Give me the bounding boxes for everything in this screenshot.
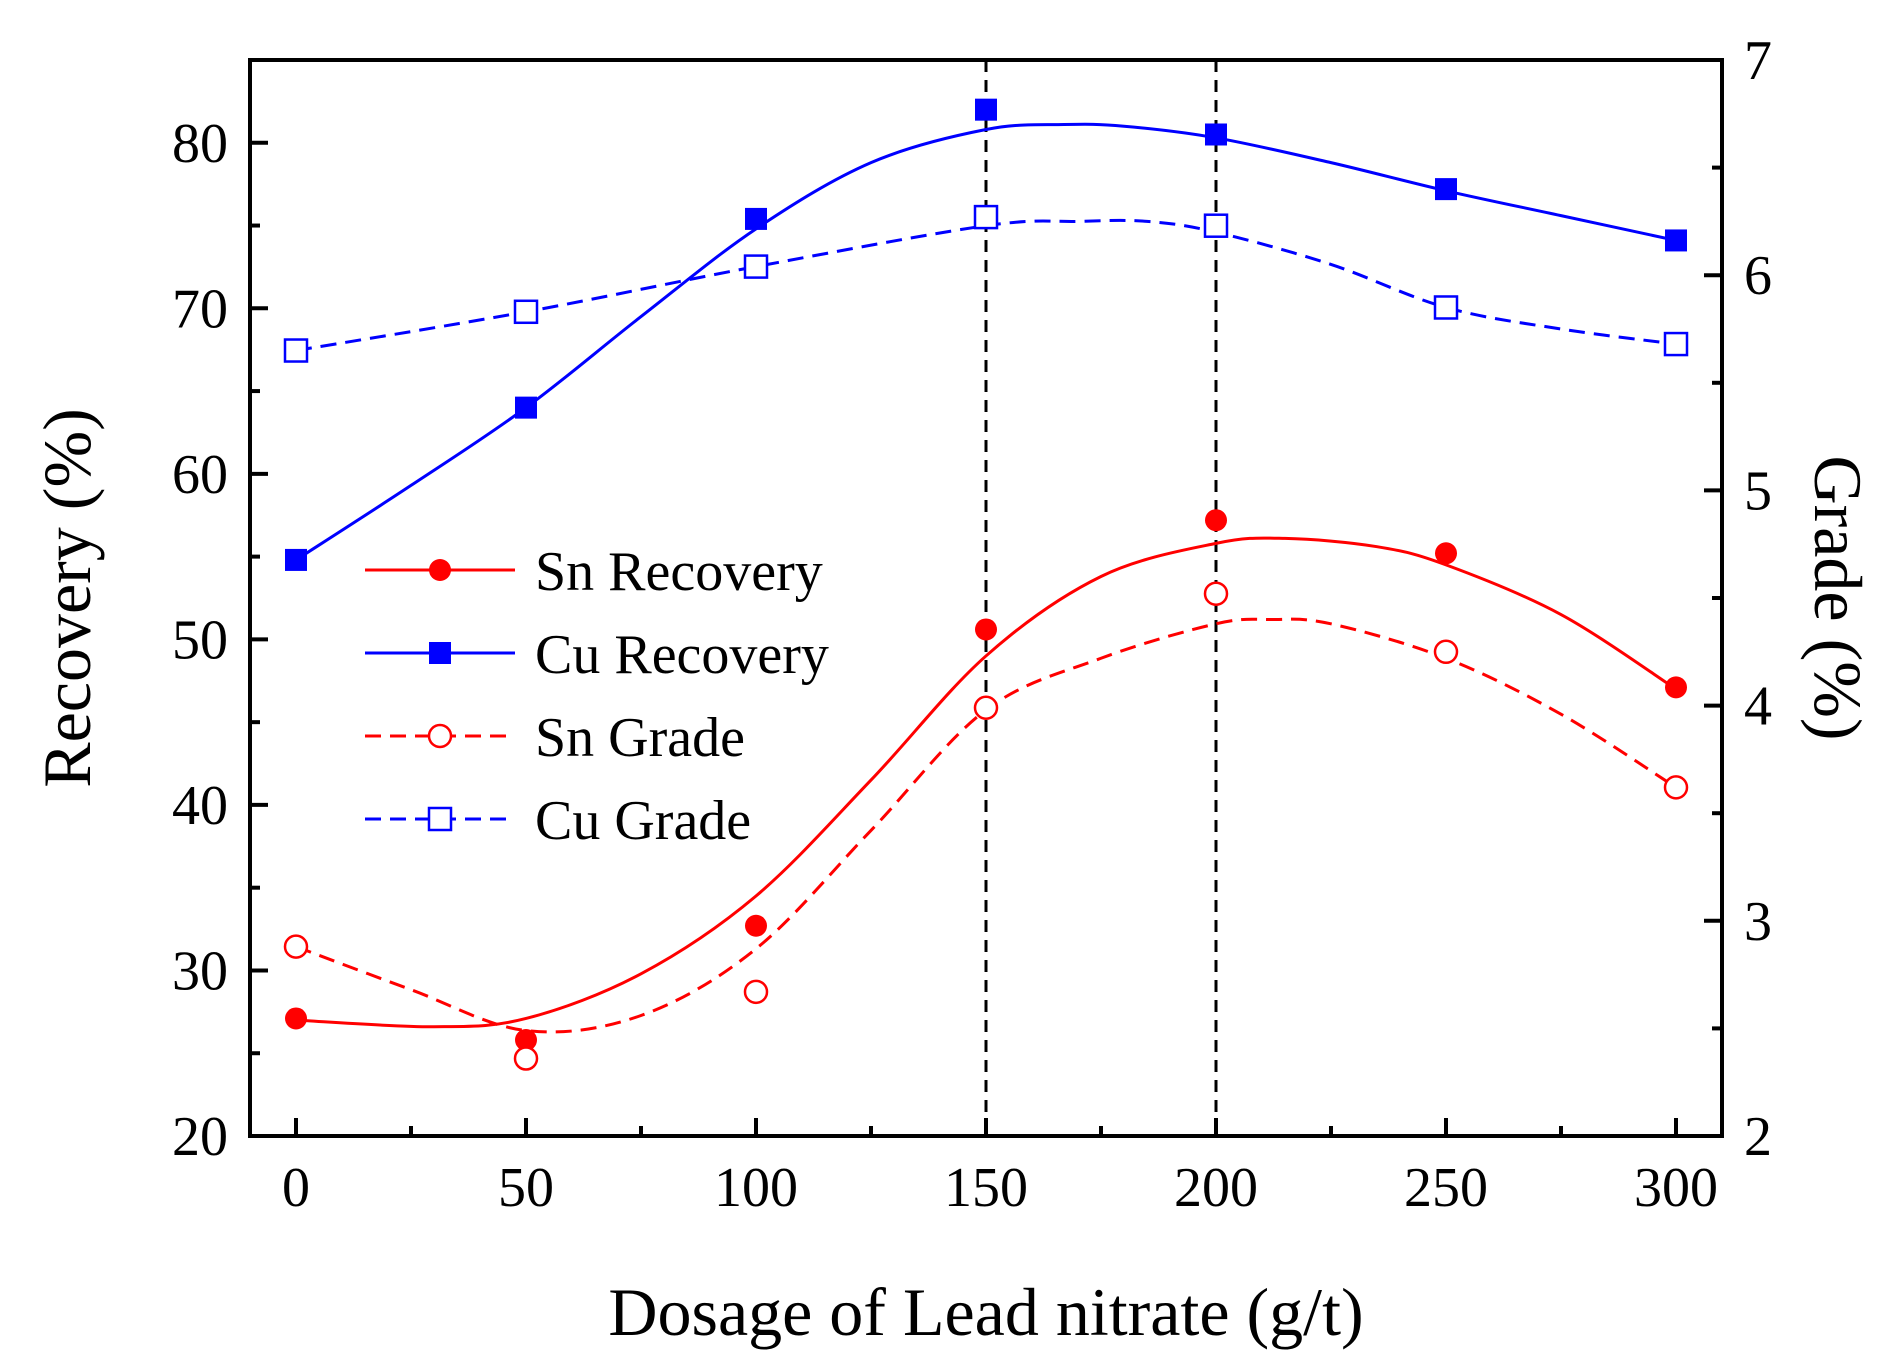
cu-grade-curve <box>295 218 1677 352</box>
cu-recovery-point <box>1435 178 1457 201</box>
x-tick-label: 250 <box>1404 1157 1488 1219</box>
x-tick-label: 0 <box>282 1157 310 1219</box>
y2-tick-label: 3 <box>1744 891 1772 953</box>
sn-recovery-curve <box>295 536 1677 1029</box>
sn-grade-point <box>973 695 999 721</box>
legend-label-cu-recovery: Cu Recovery <box>535 624 829 686</box>
y-tick-label: 20 <box>172 1106 228 1168</box>
x-tick-label: 100 <box>714 1157 798 1219</box>
legend-marker-cu-recovery <box>429 642 451 664</box>
legend-label-sn-recovery: Sn Recovery <box>535 541 823 603</box>
legend-marker-sn-recovery <box>429 559 451 581</box>
y2-tick-label: 5 <box>1744 460 1772 522</box>
sn-recovery-point <box>285 1007 307 1030</box>
cu-grade-point <box>513 299 539 325</box>
sn-recovery-point <box>975 618 997 641</box>
cu-grade-point <box>1433 295 1459 320</box>
sn-grade-point <box>1203 581 1229 606</box>
y-tick-label: 40 <box>172 775 228 837</box>
cu-recovery-point <box>515 396 537 419</box>
x-tick-label: 200 <box>1174 1157 1258 1219</box>
cu-grade-point <box>1663 331 1689 357</box>
sn-grade-point <box>513 1046 539 1071</box>
sn-recovery-point <box>1435 542 1457 565</box>
y-tick-label: 60 <box>172 444 228 506</box>
sn-grade-point <box>1663 775 1689 800</box>
legend-marker-cu-grade <box>427 806 453 832</box>
x-axis-title: Dosage of Lead nitrate (g/t) <box>608 1274 1363 1350</box>
cu-recovery-point <box>285 548 307 571</box>
y-tick-label: 30 <box>172 940 228 1002</box>
sn-grade-point <box>1433 639 1459 665</box>
y-tick-label: 70 <box>172 278 228 340</box>
cu-recovery-point <box>1665 229 1687 252</box>
legend: Sn Recovery Cu Recovery Sn Grade Cu Grade <box>365 541 829 852</box>
cu-recovery-point <box>1205 123 1227 146</box>
cu-grade-point <box>1203 213 1229 238</box>
cu-grade-point <box>283 338 309 363</box>
sn-grade-point <box>743 979 769 1005</box>
sn-recovery-point <box>1205 509 1227 532</box>
cu-grade-point <box>973 204 999 230</box>
legend-label-sn-grade: Sn Grade <box>535 707 745 769</box>
series-markers <box>283 98 1689 1071</box>
x-tick-label: 50 <box>498 1157 554 1219</box>
y2-tick-label: 2 <box>1744 1106 1772 1168</box>
y2-tick-label: 4 <box>1744 676 1772 738</box>
legend-marker-sn-grade <box>427 723 453 749</box>
y2-tick-label: 6 <box>1744 245 1772 307</box>
y-axis-right: 2 3 4 5 6 7 <box>1704 30 1772 1168</box>
y2-tick-label: 7 <box>1744 30 1772 92</box>
y-tick-label: 80 <box>172 113 228 175</box>
y-tick-label: 50 <box>172 609 228 671</box>
sn-recovery-point <box>1665 676 1687 699</box>
sn-grade-point <box>283 934 309 959</box>
cu-grade-point <box>743 254 769 279</box>
x-tick-label: 150 <box>944 1157 1028 1219</box>
x-axis: 0 50 100 150 200 250 300 <box>282 1118 1718 1219</box>
sn-recovery-point <box>515 1028 537 1051</box>
legend-label-cu-grade: Cu Grade <box>535 790 751 852</box>
y2-axis-title: Grade (%) <box>1800 455 1876 740</box>
y-axis-left: 20 30 40 50 60 70 80 <box>172 58 268 1168</box>
cu-recovery-point <box>975 98 997 121</box>
sn-recovery-point <box>745 914 767 937</box>
y-axis-title: Recovery (%) <box>29 408 105 787</box>
cu-recovery-point <box>745 207 767 230</box>
x-tick-label: 300 <box>1634 1157 1718 1219</box>
